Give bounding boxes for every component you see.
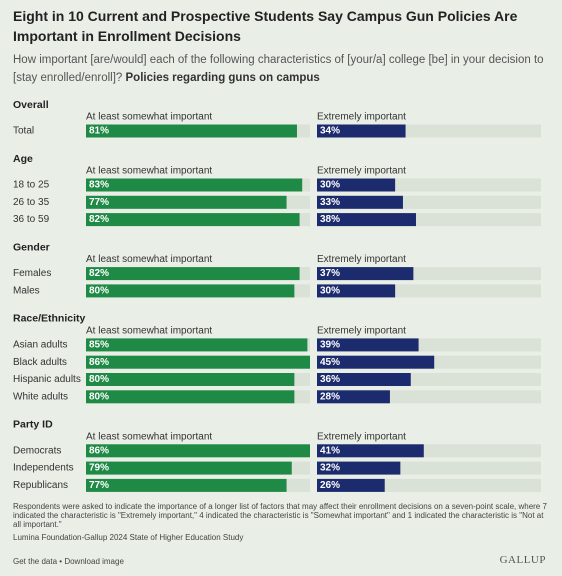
bar [86,284,295,298]
column-header: At least somewhat important [86,112,212,123]
value-label: 86% [89,445,109,456]
bar [317,373,411,386]
logo: GALLUP [499,554,546,566]
value-label: 82% [89,268,109,279]
row-label: Males [13,286,40,297]
row-label: Republicans [13,480,68,491]
value-label: 80% [89,286,109,297]
column-header: Extremely important [317,166,406,177]
bar [86,195,287,209]
bar [86,338,308,352]
subtitle-bold: Policies regarding guns on campus [125,72,320,84]
row-label: 18 to 25 [13,180,50,191]
group-header: Party ID [13,419,53,431]
bar [86,267,300,281]
row-label: 26 to 35 [13,197,50,208]
bar [317,355,435,369]
row-label: Asian adults [13,340,67,351]
value-label: 85% [89,340,109,351]
bar [317,461,401,475]
row-label: Democrats [13,445,61,456]
row-label: Hispanic adults [13,374,81,385]
value-label: 36% [320,374,340,385]
bar [86,355,310,369]
bar [317,284,396,298]
group-header: Overall [13,99,49,111]
value-label: 80% [89,374,109,385]
bar [317,390,390,404]
footer-links: Get the data • Download image [13,557,124,566]
column-header: Extremely important [317,431,406,442]
value-label: 45% [320,357,340,368]
value-label: 81% [89,126,109,137]
column-header: Extremely important [317,112,406,123]
bar [86,213,300,227]
subtitle-text: How important [are/would] each of the fo… [13,54,544,84]
bar [317,195,403,209]
bar [317,444,424,458]
bar [86,478,287,492]
bar [86,178,303,192]
subtitle: How important [are/would] each of the fo… [13,51,548,87]
bar [317,267,414,281]
chart-title: Eight in 10 Current and Prospective Stud… [13,8,518,44]
row-label: 36 to 59 [13,214,50,225]
value-label: 38% [320,214,340,225]
bar [86,390,295,404]
value-label: 86% [89,357,109,368]
value-label: 80% [89,391,109,402]
column-header: At least somewhat important [86,431,212,442]
group-header: Race/Ethnicity [13,313,86,325]
bar [317,478,385,492]
value-label: 28% [320,391,340,402]
value-label: 33% [320,197,340,208]
separator: • [59,557,63,566]
column-header: Extremely important [317,326,406,337]
value-label: 79% [89,463,109,474]
column-header: Extremely important [317,254,406,265]
row-label: White adults [13,391,68,402]
bar [86,444,310,458]
value-label: 26% [320,480,340,491]
value-label: 34% [320,126,340,137]
bar [86,373,295,386]
value-label: 41% [320,445,340,456]
value-label: 83% [89,180,109,191]
value-label: 30% [320,180,340,191]
bar [86,124,297,138]
group-header: Gender [13,241,50,253]
value-label: 77% [89,480,109,491]
column-header: At least somewhat important [86,326,212,337]
link[interactable]: Download image [64,557,124,566]
source: Lumina Foundation-Gallup 2024 State of H… [13,533,244,542]
column-header: At least somewhat important [86,166,212,177]
row-label: Independents [13,463,74,474]
footnote: Respondents were asked to indicate the i… [13,502,547,529]
value-label: 30% [320,286,340,297]
group-header: Age [13,153,33,165]
value-label: 77% [89,197,109,208]
row-label: Females [13,268,51,279]
bar [317,213,416,227]
link[interactable]: Get the data [13,557,58,566]
value-label: 37% [320,268,340,279]
bar [317,178,396,192]
value-label: 39% [320,340,340,351]
row-label: Total [13,126,34,137]
value-label: 82% [89,214,109,225]
bar [86,461,292,475]
bar [317,124,406,138]
column-header: At least somewhat important [86,254,212,265]
bar [317,338,419,352]
row-label: Black adults [13,357,67,368]
value-label: 32% [320,463,340,474]
